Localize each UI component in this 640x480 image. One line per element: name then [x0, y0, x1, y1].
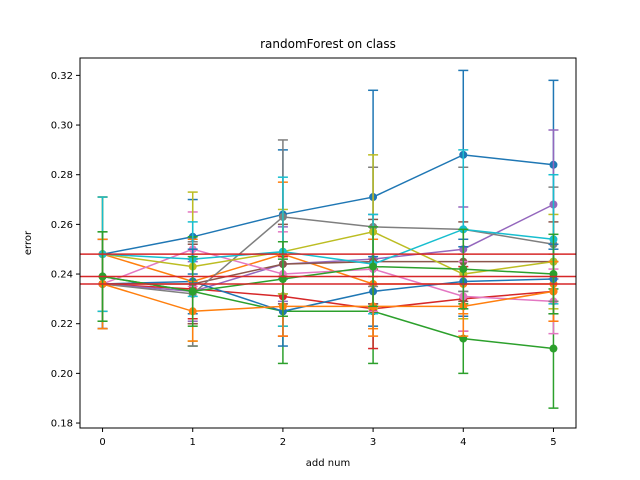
- series-line: [102, 228, 554, 265]
- y-tick-label: 0.24: [51, 270, 73, 281]
- y-tick-label: 0.28: [51, 170, 73, 181]
- y-tick-label: 0.20: [51, 369, 73, 380]
- x-tick-label: 3: [370, 437, 376, 448]
- series-line: [102, 278, 554, 313]
- series-line: [102, 283, 554, 313]
- x-axis-label: add num: [306, 458, 350, 469]
- y-tick-label: 0.32: [51, 71, 73, 82]
- y-tick-label: 0.18: [51, 419, 73, 430]
- data-point: [188, 287, 197, 296]
- axes: 0 1 2 3 4 5 0.18 0.20 0.22 0.24 0.26 0.28 0.30 0.32: [51, 71, 557, 448]
- x-tick-label: 4: [460, 437, 466, 448]
- plot-frame: [79, 57, 577, 429]
- plot-area: [80, 69, 576, 409]
- data-point: [369, 262, 378, 271]
- x-tick-label: 0: [99, 437, 105, 448]
- data-point: [549, 344, 558, 353]
- x-tick-label: 2: [280, 437, 286, 448]
- series-12: [97, 226, 559, 327]
- series-line: [102, 216, 554, 295]
- series-line: [102, 231, 554, 275]
- y-axis-label: error: [23, 230, 34, 255]
- data-point: [459, 265, 468, 274]
- y-tick-label: 0.26: [51, 220, 73, 231]
- y-tick-label: 0.30: [51, 121, 73, 132]
- series-line: [102, 203, 554, 293]
- chart-title: randomForest on class: [260, 37, 396, 51]
- x-tick-label: 1: [190, 437, 196, 448]
- x-tick-label: 5: [550, 437, 556, 448]
- series-line: [102, 248, 554, 303]
- series-line: [102, 154, 554, 255]
- y-tick-label: 0.22: [51, 319, 73, 330]
- series-line: [102, 265, 554, 293]
